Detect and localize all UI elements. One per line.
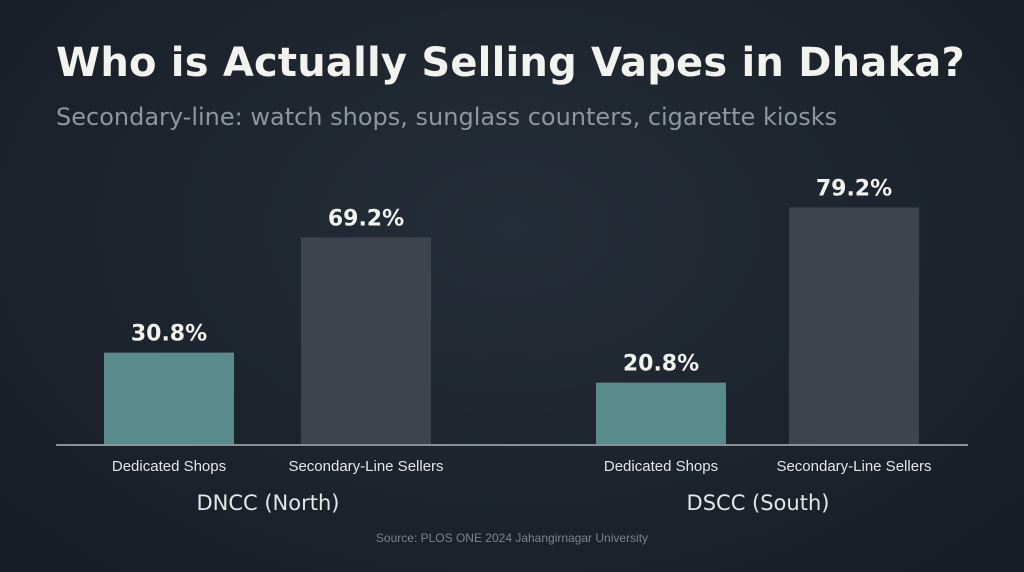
value-label-dncc-dedicated: 30.8% — [131, 322, 207, 347]
category-label-dscc-dedicated: Dedicated Shops — [604, 458, 718, 475]
bar-dscc-secondary — [789, 207, 919, 445]
bars-layer — [104, 207, 919, 445]
bar-dncc-secondary — [301, 237, 431, 445]
bar-dncc-dedicated — [104, 352, 234, 445]
value-label-dscc-dedicated: 20.8% — [623, 352, 699, 377]
chart-title: Who is Actually Selling Vapes in Dhaka? — [56, 40, 965, 86]
value-label-dncc-secondary: 69.2% — [328, 206, 404, 231]
category-label-dscc-secondary: Secondary-Line Sellers — [776, 458, 931, 475]
category-label-dncc-dedicated: Dedicated Shops — [112, 458, 226, 475]
group-label-dncc: DNCC (North) — [196, 491, 339, 515]
chart-subtitle: Secondary-line: watch shops, sunglass co… — [56, 103, 838, 131]
category-label-dncc-secondary: Secondary-Line Sellers — [288, 458, 443, 475]
bar-dscc-dedicated — [596, 382, 726, 445]
value-label-dscc-secondary: 79.2% — [816, 176, 892, 201]
group-label-dscc: DSCC (South) — [687, 491, 830, 515]
labels-layer: 30.8% Dedicated Shops 69.2% Secondary-Line … — [112, 176, 932, 515]
source-note: Source: PLOS ONE 2024 Jahangirnagar Univ… — [375, 531, 649, 545]
